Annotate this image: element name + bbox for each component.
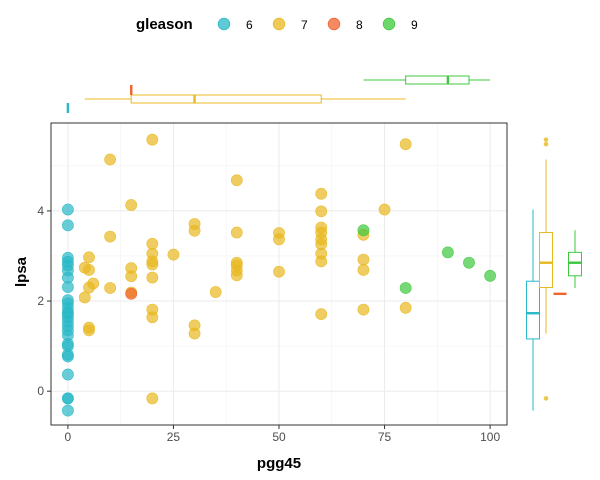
data-point-gleason-7 (399, 138, 412, 151)
data-point-gleason-6 (61, 294, 74, 307)
data-point-gleason-7 (146, 237, 159, 250)
data-points (61, 133, 497, 417)
x-tick-label: 0 (65, 430, 72, 444)
data-point-gleason-7 (315, 221, 328, 234)
data-point-gleason-7 (104, 153, 117, 166)
data-point-gleason-7 (146, 133, 159, 146)
top-boxplot-box-9 (405, 75, 470, 85)
data-point-gleason-7 (230, 226, 243, 239)
y-tick-label: 0 (37, 384, 44, 398)
data-point-gleason-7 (188, 218, 201, 230)
data-point-gleason-7 (357, 253, 370, 266)
data-point-gleason-7 (78, 291, 91, 304)
legend-label-7: 7 (301, 18, 308, 32)
y-axis-title: lpsa (13, 256, 30, 287)
legend-key-6 (217, 17, 231, 31)
legend-title: gleason (136, 16, 193, 33)
top-boxplot-median-8 (130, 85, 133, 95)
top-boxplot-median-6 (66, 103, 70, 113)
data-point-gleason-6 (61, 219, 74, 232)
data-point-gleason-9 (441, 246, 454, 259)
data-point-gleason-7 (83, 251, 95, 264)
data-point-gleason-7 (83, 321, 95, 334)
data-point-gleason-7 (399, 301, 412, 314)
y-tick-label: 2 (37, 294, 44, 308)
data-point-gleason-9 (357, 224, 370, 237)
gridlines (51, 123, 507, 425)
legend: gleason 6 7 8 9 (136, 16, 418, 33)
right-marginal-boxplots (526, 137, 582, 411)
data-point-gleason-7 (146, 303, 159, 316)
legend-key-8 (327, 17, 341, 31)
data-point-gleason-7 (315, 205, 328, 218)
x-tick-label: 50 (272, 430, 286, 444)
data-point-gleason-7 (315, 308, 328, 321)
data-point-gleason-6 (61, 368, 74, 381)
data-point-gleason-7 (125, 262, 138, 275)
data-point-gleason-7 (188, 319, 201, 332)
x-tick-label: 75 (378, 430, 392, 444)
top-boxplot-box-7 (130, 94, 322, 104)
plot-panel (50, 122, 508, 426)
data-point-gleason-7 (315, 187, 328, 200)
data-point-gleason-7 (209, 286, 222, 298)
data-point-gleason-7 (104, 230, 117, 243)
data-point-gleason-8 (125, 287, 138, 300)
data-point-gleason-7 (378, 203, 391, 216)
legend-key-7 (272, 17, 286, 31)
data-point-gleason-7 (146, 392, 159, 405)
y-axis: 0 2 4 (37, 204, 51, 398)
data-point-gleason-7 (146, 271, 159, 284)
x-axis: 0 25 50 75 100 (65, 425, 500, 444)
right-boxplot-outlier-7 (543, 396, 549, 401)
x-axis-title: pgg45 (257, 455, 301, 472)
data-point-gleason-7 (357, 303, 370, 316)
data-point-gleason-7 (146, 247, 159, 260)
data-point-gleason-7 (87, 277, 100, 290)
data-point-gleason-9 (399, 282, 412, 294)
legend-label-8: 8 (356, 18, 363, 32)
data-point-gleason-7 (230, 256, 243, 269)
data-point-gleason-7 (125, 199, 138, 211)
data-point-gleason-9 (484, 269, 497, 282)
data-point-gleason-7 (167, 248, 180, 261)
data-point-gleason-6 (61, 203, 74, 216)
right-boxplot-box-7 (539, 232, 553, 289)
right-boxplot-median-8 (553, 292, 567, 296)
legend-label-9: 9 (411, 18, 418, 32)
top-marginal-boxplots (66, 75, 491, 113)
legend-key-9 (382, 17, 396, 31)
data-point-gleason-7 (104, 282, 117, 294)
x-tick-label: 25 (167, 430, 181, 444)
data-point-gleason-9 (463, 256, 475, 269)
data-point-gleason-7 (83, 264, 95, 276)
right-boxplot-box-9 (568, 251, 582, 277)
legend-label-6: 6 (246, 18, 253, 32)
data-point-gleason-7 (273, 265, 285, 278)
data-point-gleason-7 (273, 227, 285, 239)
right-boxplot-outlier-7 (543, 141, 549, 147)
data-point-gleason-6 (61, 392, 74, 405)
data-point-gleason-7 (357, 264, 370, 276)
right-boxplot-box-6 (526, 280, 540, 340)
x-tick-label: 100 (480, 430, 500, 444)
right-boxplot-outlier-7 (543, 137, 549, 142)
data-point-gleason-6 (61, 404, 74, 417)
data-point-gleason-6 (61, 251, 74, 264)
y-tick-label: 4 (37, 204, 44, 218)
data-point-gleason-7 (230, 174, 243, 187)
